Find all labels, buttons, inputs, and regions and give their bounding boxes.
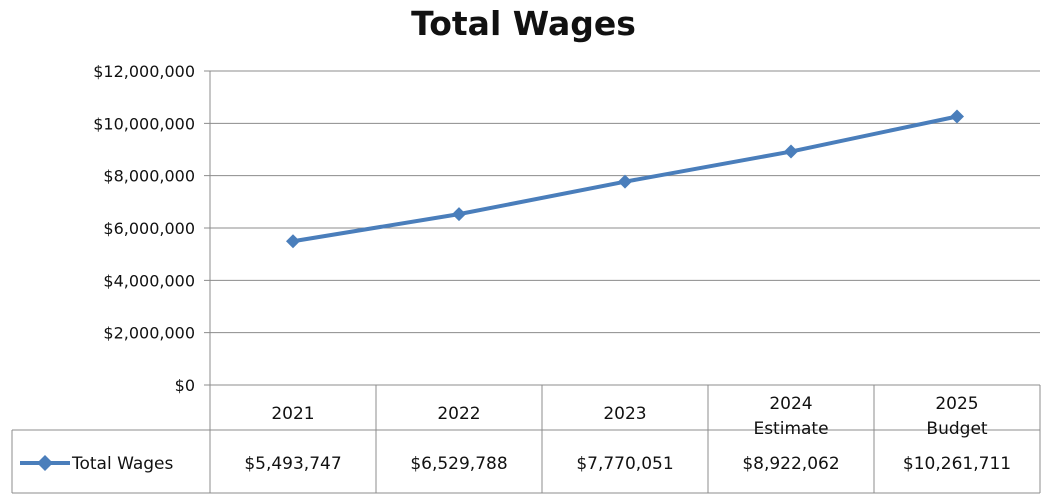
x-tick-label: 2025 Budget <box>926 394 987 439</box>
series-total-wages <box>286 109 964 249</box>
data-table-value: $6,529,788 <box>410 454 507 474</box>
x-tick-label: 2023 <box>603 404 646 424</box>
chart-title: Total Wages <box>411 4 636 43</box>
legend-label: Total Wages <box>71 454 173 474</box>
data-table: 2021 2022 2023 2024 Estimate 2025 Budget Total … <box>11 385 1041 494</box>
legend-marker <box>37 455 53 471</box>
y-tick-label: $6,000,000 <box>103 219 195 238</box>
data-point <box>286 234 300 249</box>
x-tick-label: 2022 <box>437 404 480 424</box>
gridlines <box>204 70 1040 493</box>
y-tick-label: $10,000,000 <box>93 114 195 133</box>
data-point <box>618 174 632 189</box>
y-tick-label: $0 <box>175 376 195 395</box>
data-table-value: $5,493,747 <box>244 454 341 474</box>
data-table-value: $8,922,062 <box>742 454 839 474</box>
data-point <box>452 207 466 222</box>
y-tick-label: $12,000,000 <box>93 62 195 81</box>
data-point <box>950 109 964 124</box>
y-tick-label: $8,000,000 <box>103 167 195 186</box>
x-tick-label: 2024 Estimate <box>753 394 828 439</box>
data-point <box>784 144 798 159</box>
y-tick-label: $4,000,000 <box>103 271 195 290</box>
data-table-value: $10,261,711 <box>903 454 1011 474</box>
y-tick-label: $2,000,000 <box>103 324 195 343</box>
y-axis: $0 $2,000,000 $4,000,000 $6,000,000 $8,000,0… <box>93 62 195 395</box>
data-table-value: $7,770,051 <box>576 454 673 474</box>
x-tick-label: 2021 <box>271 404 314 424</box>
